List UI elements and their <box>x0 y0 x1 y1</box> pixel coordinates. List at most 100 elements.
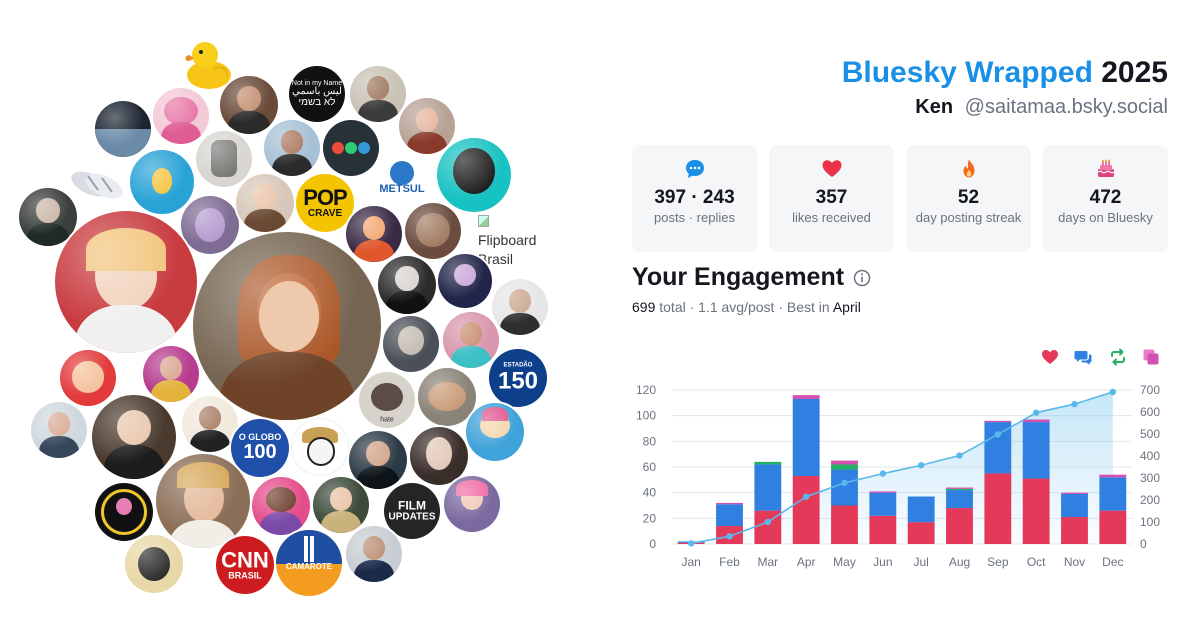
reply-bubbles-icon[interactable] <box>1074 348 1092 366</box>
avatar[interactable] <box>437 138 511 212</box>
avatar-text: לא בשמי <box>298 96 336 108</box>
cumulative-line <box>687 388 1117 547</box>
bar-segment-quotes <box>792 395 820 399</box>
avatar[interactable]: Not in my Name ليس باسمي לא בשמי <box>289 66 345 122</box>
bar-segment-reposts <box>946 488 973 491</box>
avatar[interactable] <box>95 101 151 157</box>
avatar[interactable]: O GLOBO 100 <box>231 419 289 477</box>
y2-tick-label: 0 <box>1140 537 1147 551</box>
x-tick-label: Aug <box>949 555 970 569</box>
avatar[interactable]: hate <box>359 372 415 428</box>
bar-segment-replies <box>792 398 820 476</box>
stat-value: 472 <box>1089 187 1122 208</box>
quote-icon[interactable] <box>1142 348 1160 366</box>
engagement-chart: 0 20 40 60 80 100 120 0 100 200 300 400 500 600 700 Jan… <box>636 383 1160 569</box>
avatar[interactable] <box>60 350 116 406</box>
cumulative-point <box>917 462 925 469</box>
avatar[interactable] <box>399 98 455 154</box>
avatar[interactable] <box>443 312 499 368</box>
avatar[interactable] <box>156 454 250 548</box>
avatar[interactable] <box>383 316 439 372</box>
stat-card-likes: 357 likes received <box>769 145 894 252</box>
avatar-cluster: Not in my Name ليس باسمي לא בשמי METSUL <box>19 42 548 596</box>
avatar[interactable] <box>236 174 294 232</box>
bar-segment-likes <box>1099 510 1127 544</box>
avatar-text: FILM <box>398 498 426 513</box>
cumulative-point <box>687 540 695 547</box>
avatar[interactable] <box>153 88 209 144</box>
bar-segment-replies <box>869 492 897 516</box>
avatar[interactable] <box>130 150 194 214</box>
avatar[interactable] <box>418 368 476 426</box>
heart-icon[interactable] <box>1041 348 1059 366</box>
stat-value: 357 <box>815 187 848 208</box>
avatar[interactable] <box>196 131 252 187</box>
heart-icon <box>822 160 841 177</box>
avatar[interactable] <box>252 477 310 535</box>
avatar[interactable] <box>220 76 278 134</box>
avatar[interactable] <box>182 396 238 452</box>
avatar-text: CRAVE <box>307 208 343 220</box>
avatar[interactable]: ESTADÃO 150 <box>489 349 547 407</box>
bar-segment-likes <box>907 522 935 544</box>
avatar[interactable]: CAMAROTE <box>276 530 342 596</box>
x-tick-label: Jun <box>873 555 892 569</box>
bar-segment-likes <box>984 473 1012 544</box>
bar-segment-replies <box>946 490 973 509</box>
avatar[interactable] <box>92 395 176 479</box>
avatar[interactable]: METSUL <box>374 155 430 211</box>
avatar[interactable] <box>55 211 197 353</box>
avatar[interactable] <box>350 66 406 122</box>
bar-segment-likes <box>792 475 820 544</box>
avatar[interactable] <box>264 120 320 176</box>
rubber-duck-icon <box>185 42 231 89</box>
bar-segment-quotes <box>831 460 858 465</box>
avatar[interactable] <box>323 120 379 176</box>
avatar[interactable] <box>193 232 381 420</box>
avatar[interactable] <box>313 477 369 533</box>
bar-segment-quotes <box>869 491 897 493</box>
avatar[interactable] <box>95 483 153 541</box>
avatar[interactable] <box>181 196 239 254</box>
separator: · <box>689 299 695 315</box>
avatar[interactable] <box>346 526 402 582</box>
avatar[interactable] <box>125 535 183 593</box>
avatar[interactable] <box>346 206 402 262</box>
cumulative-point <box>1071 400 1078 408</box>
bar-segment-replies <box>754 464 782 511</box>
avatar[interactable] <box>444 476 500 532</box>
user-handle[interactable]: @saitamaa.bsky.social <box>964 96 1168 118</box>
bar-segment-likes <box>1061 517 1088 544</box>
avatar[interactable] <box>143 346 199 402</box>
avatar[interactable] <box>349 431 407 489</box>
avatar[interactable] <box>19 188 77 246</box>
avatar[interactable]: FILM UPDATES <box>384 483 440 539</box>
avatar[interactable] <box>438 254 492 308</box>
avatar[interactable] <box>378 256 436 314</box>
avatar[interactable] <box>405 203 461 259</box>
best-month: April <box>832 299 861 315</box>
avatar[interactable]: POP CRAVE <box>296 174 354 232</box>
x-tick-label: Oct <box>1027 555 1046 569</box>
chart-axes: 0 20 40 60 80 100 120 0 100 200 300 400 500 600 700 Jan… <box>636 383 1160 569</box>
avatar[interactable]: CNN BRASIL <box>216 536 274 594</box>
avatar-text: UPDATES <box>388 511 436 523</box>
bar-segment-quotes <box>946 487 973 489</box>
y2-tick-label: 100 <box>1140 515 1160 529</box>
bar-segment-quotes <box>1022 419 1050 423</box>
bar-segment-reposts <box>831 464 858 470</box>
year-label: 2025 <box>1101 56 1168 89</box>
avatar[interactable] <box>492 279 548 335</box>
y-tick-label: 60 <box>643 460 657 474</box>
info-icon[interactable] <box>853 269 871 287</box>
bar-segment-replies <box>831 469 858 506</box>
bar-segment-replies <box>1099 477 1127 511</box>
repost-icon[interactable] <box>1109 348 1127 366</box>
avatar[interactable] <box>292 419 348 475</box>
separator: · <box>778 299 784 315</box>
avatar[interactable] <box>410 427 468 485</box>
engagement-summary: 699 total · 1.1 avg/post · Best in April <box>632 299 861 315</box>
x-tick-label: Dec <box>1102 555 1123 569</box>
avatar[interactable] <box>466 403 524 461</box>
avatar[interactable] <box>31 402 87 458</box>
